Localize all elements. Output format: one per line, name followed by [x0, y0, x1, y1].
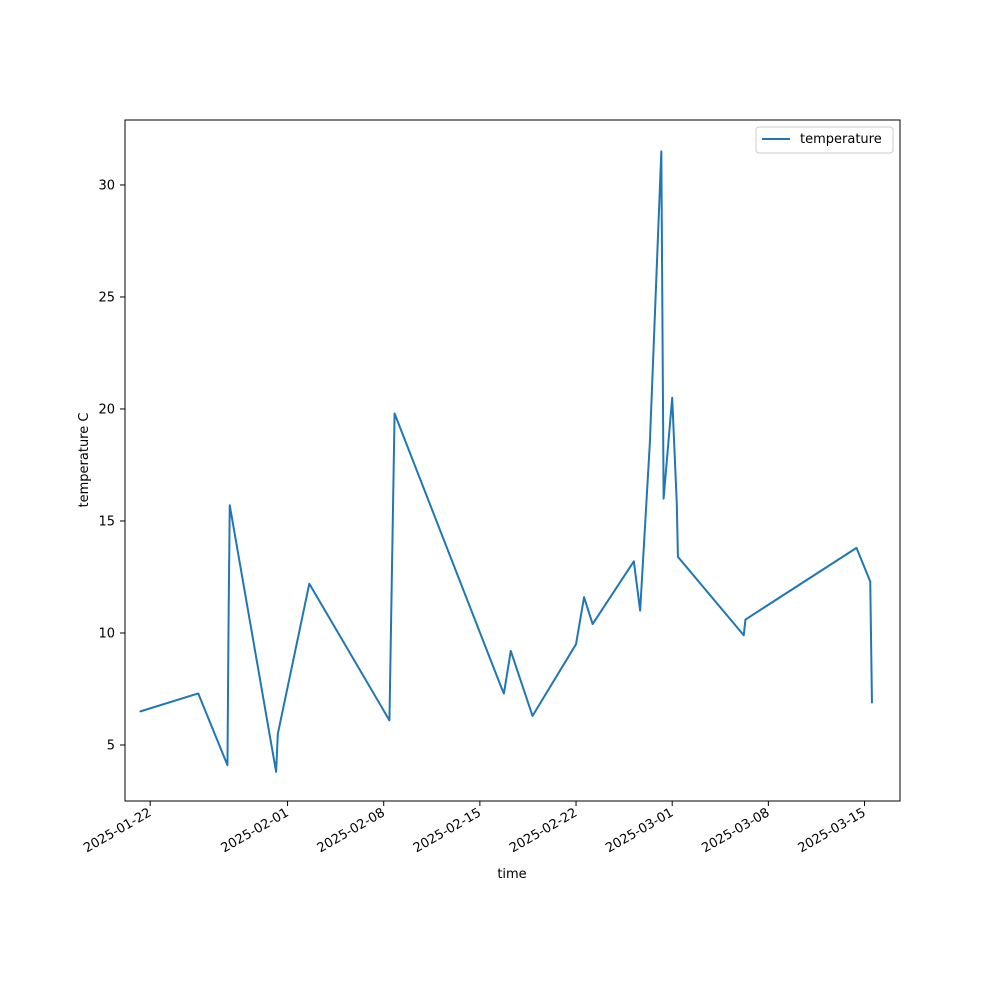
legend: temperature [755, 126, 894, 154]
y-axis-title: temperature C [77, 413, 92, 508]
y-axis: 5 10 15 20 25 30 [98, 178, 125, 753]
y-tick-label: 30 [98, 178, 115, 193]
plot-area [125, 120, 900, 801]
y-tick-label: 10 [98, 626, 115, 641]
y-tick-label: 25 [98, 290, 115, 305]
legend-box [755, 126, 894, 154]
series-layer [139, 150, 873, 773]
y-tick-label: 15 [98, 514, 115, 529]
series-line-0 [139, 150, 873, 773]
legend-label: temperature [800, 132, 882, 147]
y-tick-label: 20 [98, 402, 115, 417]
x-axis-title: time [497, 867, 526, 882]
y-tick-label: 5 [107, 738, 115, 753]
axes-frame [124, 119, 901, 802]
